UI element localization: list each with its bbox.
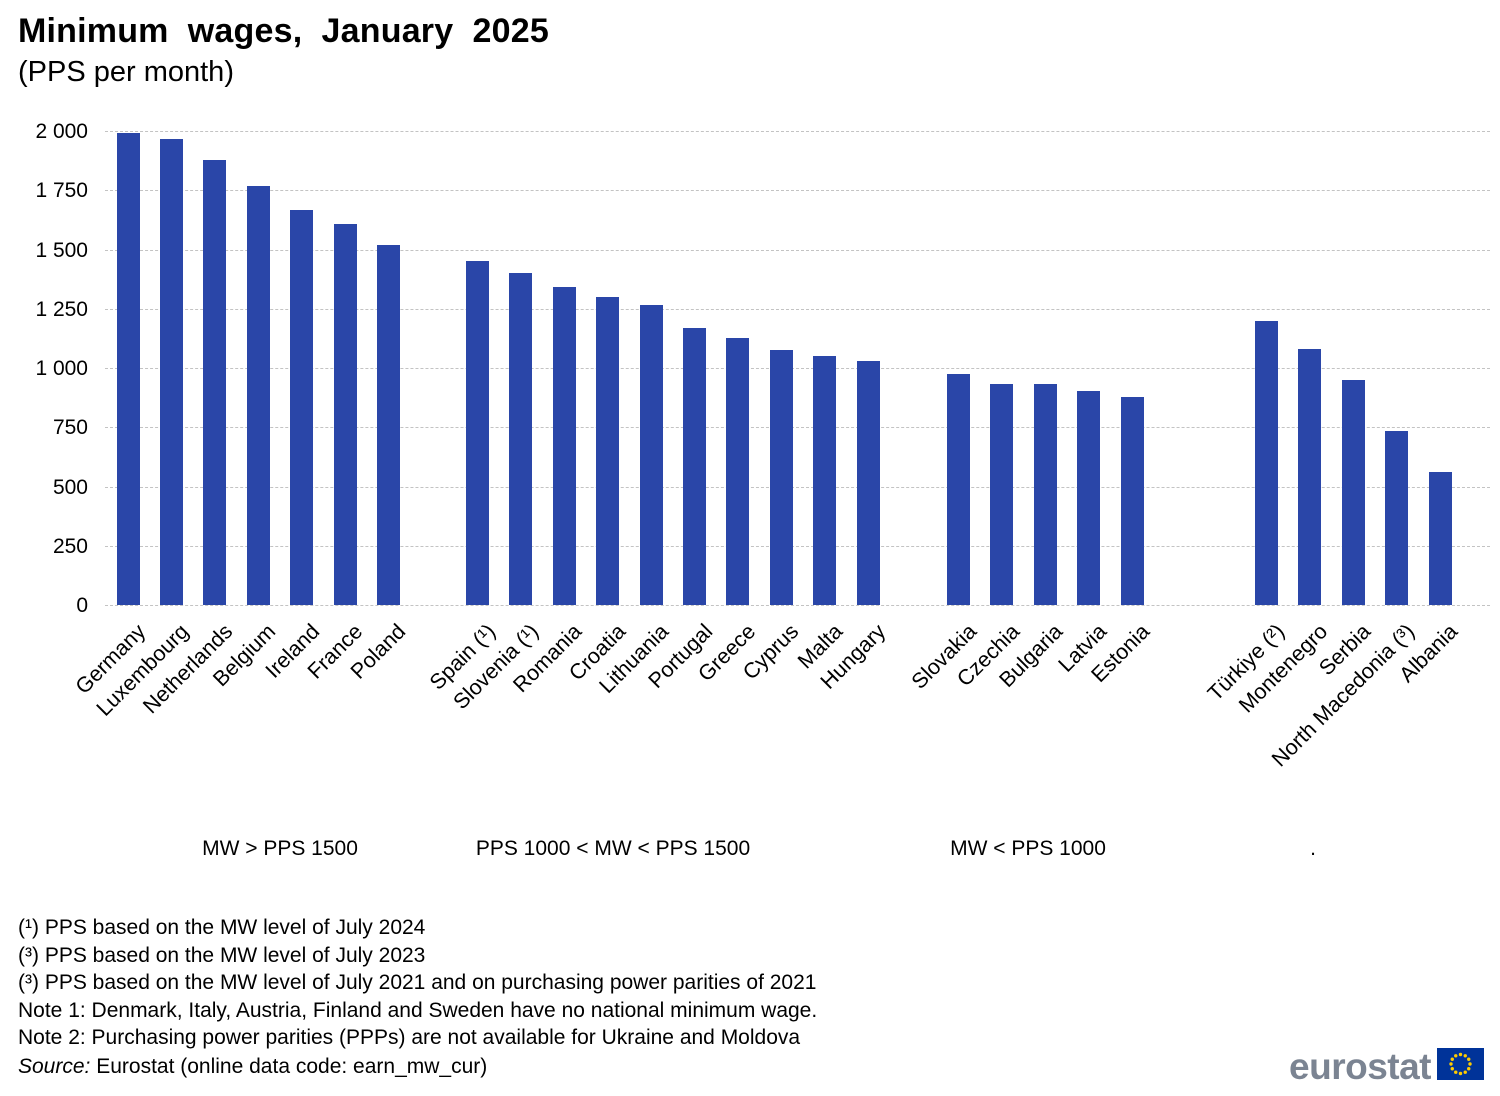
gridline-750 xyxy=(105,427,1490,429)
bar-north-macedonia xyxy=(1385,431,1409,605)
ytick-label-1000: 1 000 xyxy=(35,357,88,380)
bar-montenegro xyxy=(1298,349,1322,605)
bar-france xyxy=(333,223,357,605)
gridline-500 xyxy=(105,486,1490,488)
bar-belgium xyxy=(246,186,270,605)
footnote-2: (³) PPS based on the MW level of July 20… xyxy=(18,943,426,967)
ytick-label-1250: 1 250 xyxy=(35,297,88,321)
bar-slovakia xyxy=(947,374,970,605)
eurostat-logo-text: eurostat xyxy=(1289,1046,1431,1087)
bar-latvia xyxy=(1077,390,1101,605)
bar-serbia xyxy=(1341,380,1365,605)
bar-portugal xyxy=(683,328,706,605)
bar-lithuania xyxy=(639,304,663,605)
bar-greece xyxy=(726,337,750,605)
footnote-3: (³) PPS based on the MW level of July 20… xyxy=(18,971,817,994)
source-prefix: Source: xyxy=(18,1054,91,1078)
footnote-note1: Note 1: Denmark, Italy, Austria, Finland… xyxy=(18,998,818,1022)
group-label-2: PPS 1000 < MW < PPS 1500 xyxy=(475,837,751,860)
eurostat-logo: eurostat xyxy=(1289,1048,1484,1085)
ytick-label-750: 750 xyxy=(52,416,88,440)
bar-hungary xyxy=(856,360,880,605)
bar-czechia xyxy=(990,383,1014,605)
gridline-1250 xyxy=(105,308,1490,310)
group-label-3: MW < PPS 1000 xyxy=(950,837,1106,860)
ytick-label-2000: 2 000 xyxy=(35,120,88,143)
gridline-1000 xyxy=(105,368,1490,369)
chart-title: Minimum wages, January 2025 xyxy=(18,12,549,50)
gridline-1500 xyxy=(105,249,1490,251)
group-label-4: . xyxy=(1310,837,1316,860)
bar-estonia xyxy=(1120,396,1144,605)
source-text: Eurostat (online data code: earn_mw_cur) xyxy=(90,1054,488,1078)
bar-romania xyxy=(552,286,576,605)
ytick-label-0: 0 xyxy=(76,594,88,617)
group-label-1: MW > PPS 1500 xyxy=(202,837,358,860)
bar-albania xyxy=(1428,472,1452,605)
bar-cyprus xyxy=(769,350,793,605)
bar-poland xyxy=(376,244,400,605)
ytick-label-1500: 1 500 xyxy=(35,238,88,262)
source-line: Source: Eurostat (online data code: earn… xyxy=(18,1053,817,1081)
chart-subtitle: (PPS per month) xyxy=(18,56,234,88)
eu-flag-icon xyxy=(1437,1048,1484,1085)
footnote-1: (¹) PPS based on the MW level of July 20… xyxy=(18,916,426,939)
bar-ireland xyxy=(290,210,314,605)
bar-netherlands xyxy=(203,159,227,605)
ytick-label-500: 500 xyxy=(52,475,88,499)
ytick-label-1750: 1 750 xyxy=(35,179,88,203)
bar-croatia xyxy=(596,296,620,605)
footnote-note2: Note 2: Purchasing power parities (PPPs)… xyxy=(18,1026,801,1049)
gridline-1750 xyxy=(105,190,1490,192)
bar-luxembourg xyxy=(159,138,183,605)
gridline-250 xyxy=(105,545,1490,547)
footnotes-block: (¹) PPS based on the MW level of July 20… xyxy=(18,914,817,1080)
bar-malta xyxy=(813,355,837,605)
bar-slovenia xyxy=(509,273,533,605)
bar-germany xyxy=(116,132,140,605)
gridline-0 xyxy=(105,605,1490,606)
bar-bulgaria xyxy=(1033,384,1057,605)
ytick-label-250: 250 xyxy=(52,534,88,558)
bar-spain xyxy=(466,261,489,605)
gridline-2000 xyxy=(105,131,1490,132)
bar-t-rkiye xyxy=(1255,321,1278,605)
